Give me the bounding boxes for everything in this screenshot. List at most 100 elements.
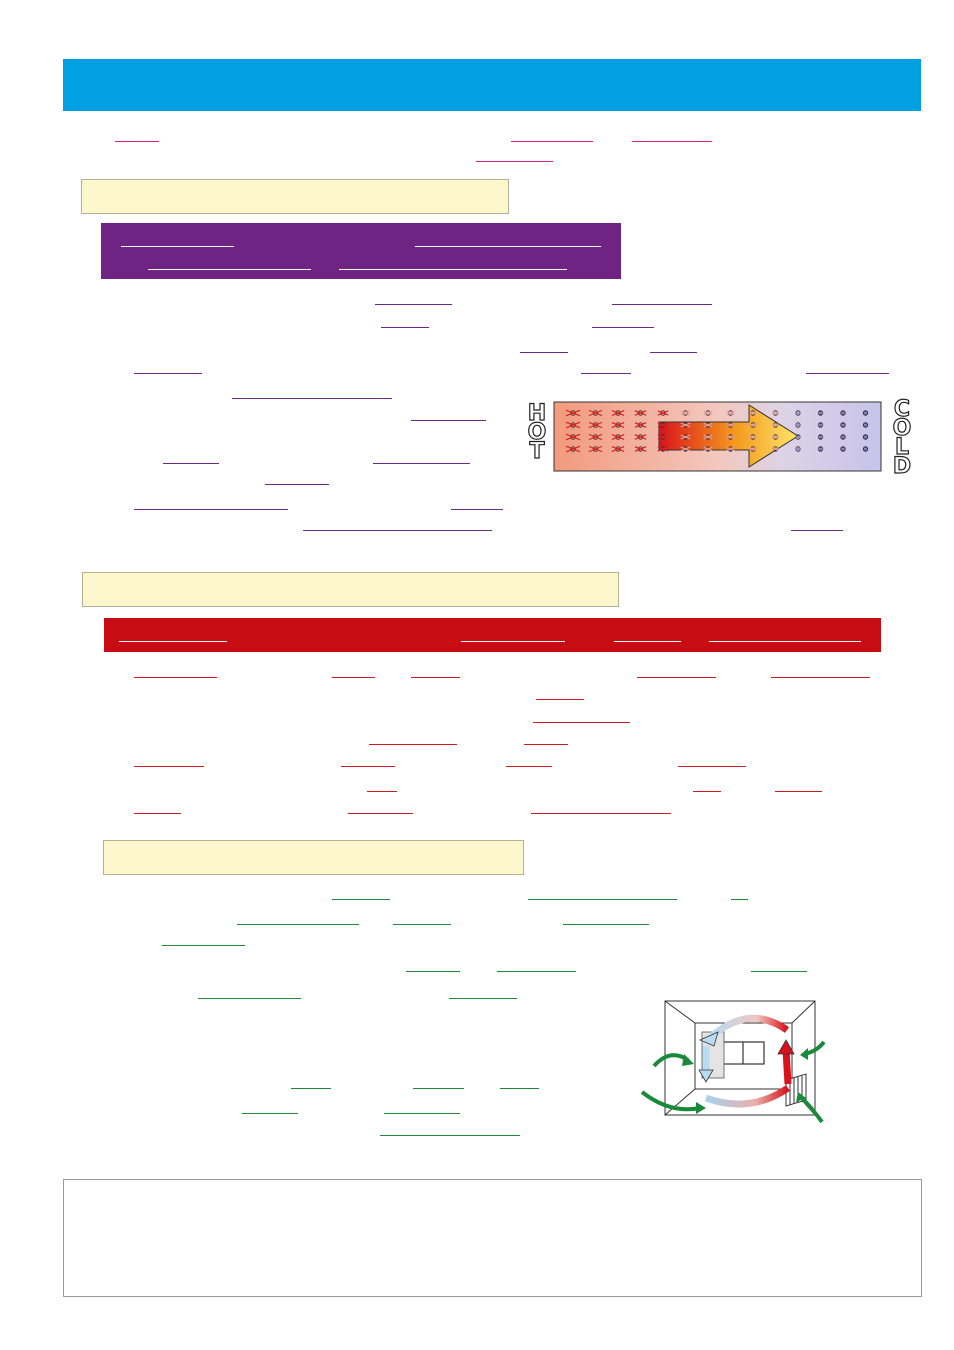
vibration-mark — [841, 423, 845, 427]
convection-blank[interactable] — [536, 699, 584, 700]
particle-dot — [750, 410, 756, 416]
particle-dots — [570, 410, 869, 452]
conduction-blank[interactable] — [411, 420, 486, 421]
particle-dot — [637, 434, 644, 440]
conduction-blank[interactable] — [520, 352, 568, 353]
convection-current-blank[interactable] — [237, 924, 359, 925]
convection-current-blank[interactable] — [731, 899, 748, 900]
intro-blank-4[interactable] — [476, 161, 553, 162]
conduction-blank[interactable] — [134, 509, 288, 510]
intro-blank-3[interactable] — [632, 141, 712, 142]
banner-blank-4[interactable] — [339, 269, 567, 270]
convection-current-blank[interactable] — [406, 971, 460, 972]
convection-blank[interactable] — [348, 813, 413, 814]
convection-blank[interactable] — [637, 677, 716, 678]
convection-blank[interactable] — [771, 677, 870, 678]
conduction-blank[interactable] — [163, 463, 219, 464]
footer-box — [63, 1179, 922, 1297]
vibration-mark — [726, 446, 735, 452]
conduction-blank[interactable] — [612, 304, 712, 305]
vibration-mark — [795, 411, 801, 415]
convection-blank[interactable] — [678, 766, 746, 767]
vibration-mark — [680, 410, 691, 416]
vibration-mark — [565, 421, 581, 429]
conduction-blank[interactable] — [791, 530, 843, 531]
vibration-mark — [749, 423, 757, 427]
vibration-mark — [818, 423, 823, 427]
convection-blank[interactable] — [531, 813, 671, 814]
vibration-mark — [680, 446, 691, 452]
conduction-blank[interactable] — [303, 530, 492, 531]
conduction-blank[interactable] — [381, 327, 429, 328]
vibration-mark — [680, 434, 691, 440]
convection-current-blank[interactable] — [751, 971, 807, 972]
convection-current-blank[interactable] — [384, 1113, 460, 1114]
banner-blank-3[interactable] — [148, 269, 311, 270]
banner-blank-4[interactable] — [709, 641, 861, 642]
vibration-mark — [703, 446, 713, 452]
convection-blank[interactable] — [775, 791, 822, 792]
convection-current-blank[interactable] — [449, 998, 517, 999]
conduction-blank[interactable] — [581, 373, 631, 374]
intro-blank-1[interactable] — [115, 141, 159, 142]
convection-current-blank[interactable] — [528, 899, 677, 900]
particle-dot — [637, 410, 644, 416]
vibration-mark — [818, 435, 823, 439]
convection-blank[interactable] — [524, 744, 568, 745]
convection-blank[interactable] — [369, 744, 457, 745]
convection-current-blank[interactable] — [162, 945, 245, 946]
convection-current-blank[interactable] — [500, 1088, 539, 1089]
convection-blank[interactable] — [367, 791, 397, 792]
particle-dot — [615, 434, 621, 440]
convection-current-blank[interactable] — [332, 899, 390, 900]
conduction-blank[interactable] — [806, 373, 889, 374]
convection-current-blank[interactable] — [413, 1088, 464, 1089]
particle-dot — [592, 410, 599, 416]
particle-dot — [727, 434, 734, 440]
convection-blank[interactable] — [134, 766, 204, 767]
vibration-mark — [795, 447, 801, 451]
particle-dot — [615, 410, 621, 416]
conduction-blank[interactable] — [375, 304, 452, 305]
convection-blank[interactable] — [411, 677, 460, 678]
cold-label: C O L D — [892, 397, 912, 479]
banner-blank-3[interactable] — [614, 641, 681, 642]
convection-current-blank[interactable] — [563, 924, 649, 925]
convection-current-blank[interactable] — [291, 1088, 331, 1089]
conduction-blank[interactable] — [451, 509, 503, 510]
convection-current-blank[interactable] — [380, 1135, 520, 1136]
hot-label: H O T — [527, 401, 547, 464]
vibration-mark — [863, 435, 868, 439]
banner-blank-2[interactable] — [415, 246, 601, 247]
intro-blank-2[interactable] — [511, 141, 593, 142]
convection-current-blank[interactable] — [497, 971, 576, 972]
vibration-mark — [611, 410, 625, 416]
banner-blank-2[interactable] — [461, 641, 565, 642]
convection-blank[interactable] — [332, 677, 375, 678]
convection-blank[interactable] — [506, 766, 552, 767]
conduction-blank[interactable] — [134, 373, 202, 374]
conduction-blank[interactable] — [265, 484, 329, 485]
convection-current-blank[interactable] — [393, 924, 451, 925]
conduction-blank[interactable] — [373, 463, 470, 464]
convection-blank[interactable] — [533, 722, 630, 723]
particle-dot — [570, 422, 576, 428]
vibration-mark — [795, 435, 801, 439]
particle-dot — [705, 410, 711, 416]
vibration-mark — [703, 410, 713, 416]
convection-blank[interactable] — [134, 677, 217, 678]
convection-blank[interactable] — [341, 766, 395, 767]
particle-dot — [682, 410, 689, 416]
convection-blank[interactable] — [693, 791, 721, 792]
vibration-mark — [588, 445, 603, 453]
convection-blank[interactable] — [134, 813, 181, 814]
banner-blank-1[interactable] — [119, 641, 227, 642]
convection-current-blank[interactable] — [242, 1113, 298, 1114]
particle-dot — [772, 434, 779, 440]
conduction-blank[interactable] — [232, 398, 392, 399]
particle-dot — [682, 446, 689, 452]
banner-blank-1[interactable] — [121, 246, 234, 247]
conduction-blank[interactable] — [650, 352, 697, 353]
conduction-blank[interactable] — [592, 327, 654, 328]
convection-current-blank[interactable] — [198, 998, 301, 999]
